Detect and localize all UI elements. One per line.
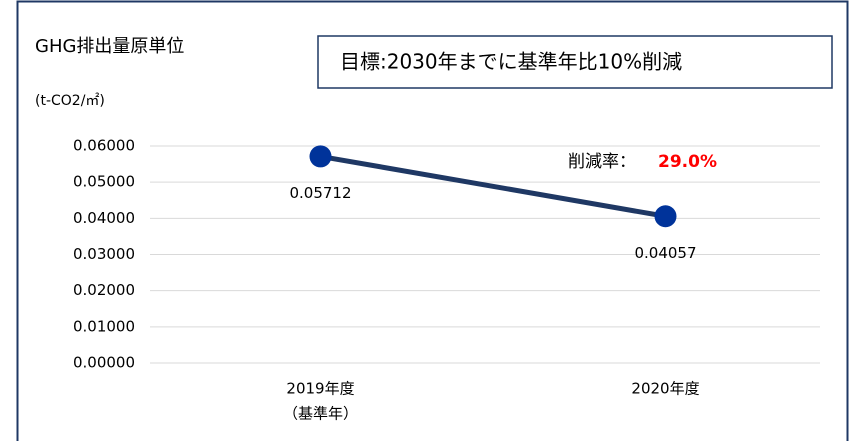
reduction-label: 削減率：	[568, 152, 636, 172]
marker	[654, 205, 677, 228]
y-tick-label: 0.00000	[73, 354, 135, 372]
y-axis-label: (t-CO2/㎡)	[35, 93, 105, 109]
chart-title: GHG排出量原単位	[35, 36, 184, 57]
y-tick-label: 0.04000	[73, 209, 135, 227]
y-tick-label: 0.05000	[73, 173, 135, 191]
reduction-rate: 29.0%	[658, 152, 717, 172]
x-tick-label: 2020年度	[631, 380, 699, 398]
marker	[309, 145, 332, 168]
y-tick-label: 0.06000	[73, 137, 135, 155]
chart-border	[16, 0, 849, 441]
data-label: 0.05712	[289, 184, 351, 202]
annotation-box	[317, 35, 833, 89]
y-tick-label: 0.02000	[73, 281, 135, 299]
line	[320, 153, 666, 219]
annotation: 目標:2030年までに基準年比10%削減	[340, 50, 682, 74]
y-tick-label: 0.03000	[73, 245, 135, 263]
x-tick-label: 2019年度	[286, 380, 354, 398]
data-label: 0.04057	[634, 244, 696, 262]
x-tick-note: （基準年）	[283, 405, 358, 423]
y-tick-label: 0.01000	[73, 317, 135, 335]
